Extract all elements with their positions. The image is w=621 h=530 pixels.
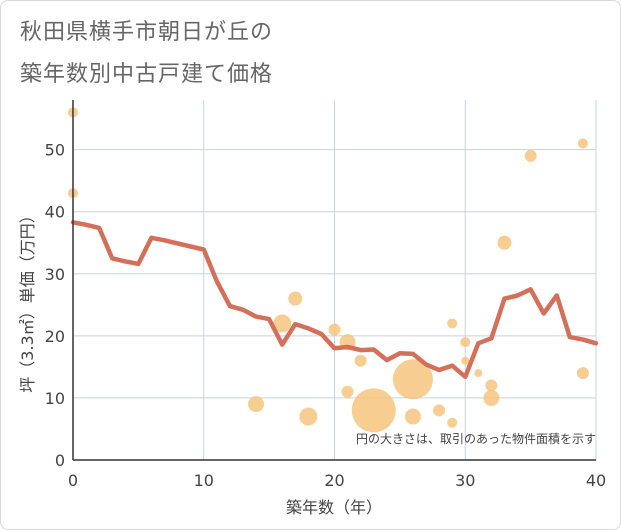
data-bubble [524,149,537,162]
data-bubble [273,314,292,333]
bubble-series [68,107,589,433]
average-line-series [70,220,599,380]
data-bubble [577,138,588,149]
data-bubble [461,356,470,365]
chart-title-line1: 秋田県横手市朝日が丘の [20,20,274,45]
data-bubble [354,354,367,367]
data-bubble [341,385,354,398]
data-bubble [576,367,589,380]
data-bubble [483,389,500,406]
chart-title-line2: 築年数別中古戸建て価格 [20,62,274,87]
data-bubble [299,407,318,426]
x-tick-label: 20 [324,471,344,490]
size-note: 円の大きさは、取引のあった物件面積を示す [356,431,596,446]
data-bubble [447,318,458,329]
average-price-line [70,220,599,380]
x-tick-label: 30 [455,471,475,490]
y-tick-label: 20 [45,327,65,346]
y-tick-label: 10 [45,389,65,408]
data-bubble [460,337,471,348]
data-bubble [404,408,421,425]
axes: 0 10 20 30 40 0 10 20 30 40 50 [45,100,606,490]
data-bubble [447,417,458,428]
data-bubble [433,404,446,417]
y-axis-label: 坪（3.3㎡）単価（万円） [18,207,37,392]
data-bubble [497,235,512,250]
data-bubble [328,323,341,336]
x-tick-label: 0 [68,471,78,490]
data-bubble [474,369,483,378]
data-bubble [248,396,265,413]
data-bubble [351,388,396,433]
data-bubble [288,291,303,306]
x-axis-label: 築年数（年） [286,498,382,517]
y-tick-label: 0 [55,451,65,470]
data-bubble [392,359,433,400]
grid-lines [73,100,597,460]
x-tick-label: 10 [194,471,214,490]
y-tick-label: 50 [45,141,65,160]
data-bubble [485,379,498,392]
y-tick-label: 30 [45,265,65,284]
x-tick-label: 40 [586,471,606,490]
y-tick-label: 40 [45,203,65,222]
